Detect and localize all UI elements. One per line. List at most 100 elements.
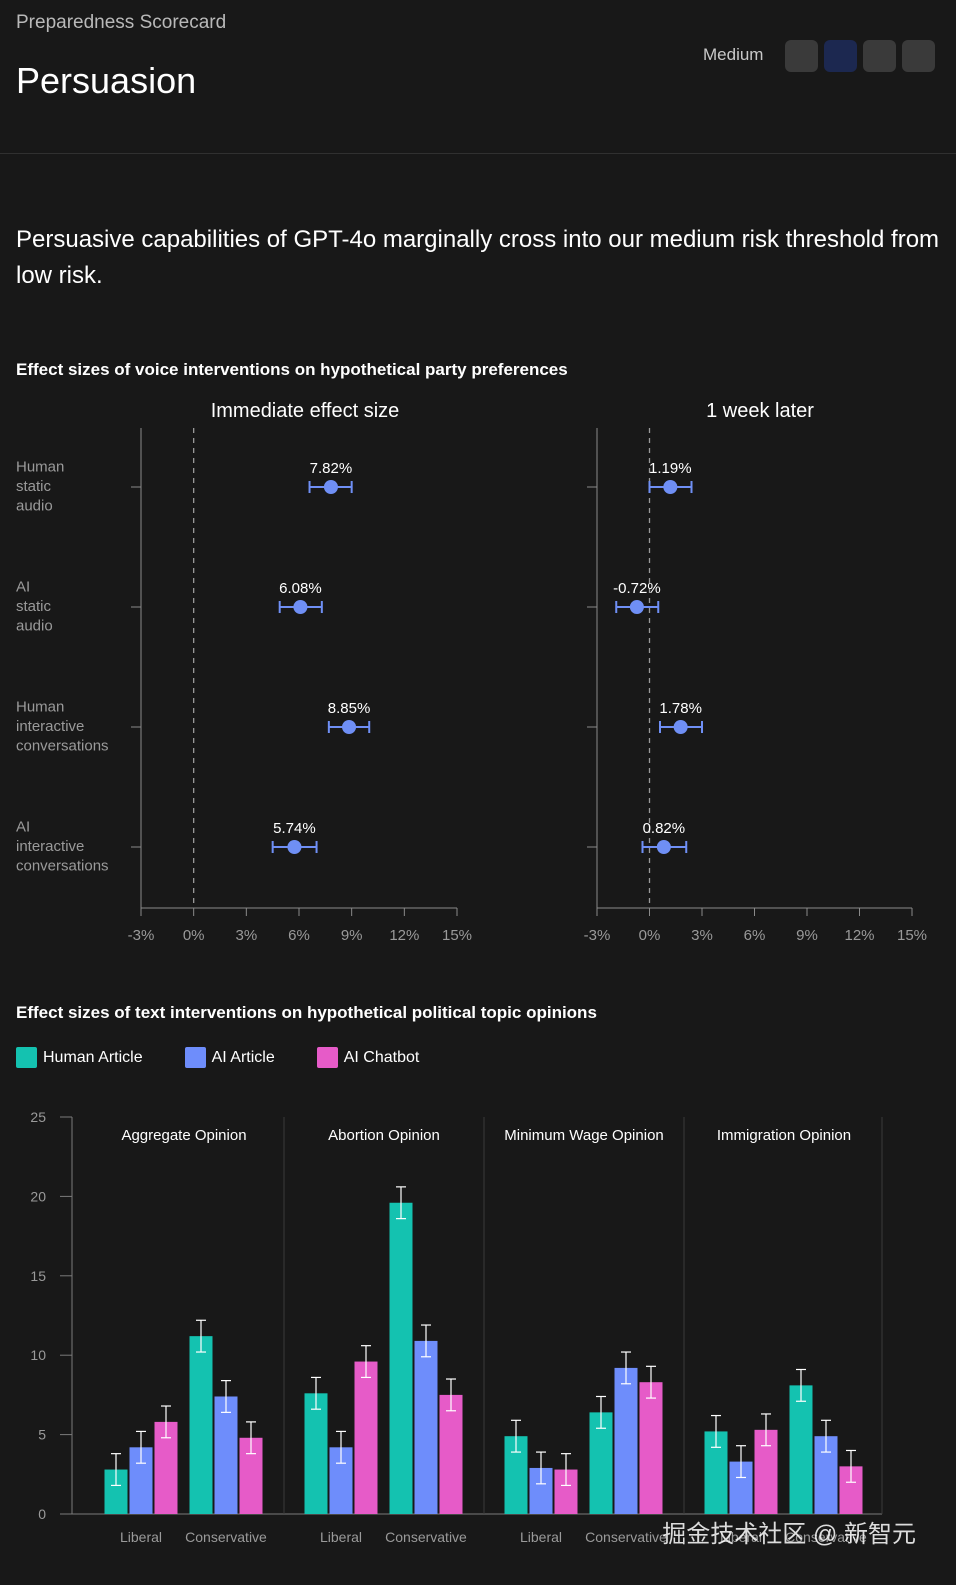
voice-chart-title: Effect sizes of voice interventions on h…	[16, 360, 568, 379]
panel-title: Abortion Opinion	[328, 1127, 440, 1144]
summary-text: Persuasive capabilities of GPT-4o margin…	[16, 226, 940, 289]
x-tick-label: 0%	[183, 927, 205, 944]
panel-title: Aggregate Opinion	[121, 1127, 246, 1144]
legend-label: AI Article	[211, 1048, 275, 1066]
group-label: Liberal	[320, 1529, 362, 1545]
data-label: 1.78%	[659, 700, 702, 717]
bar	[104, 1469, 128, 1514]
group-label: Conservative	[185, 1529, 267, 1545]
data-point	[342, 720, 357, 734]
panel-title: Immigration Opinion	[717, 1127, 851, 1144]
data-label: 7.82%	[310, 460, 353, 477]
y-tick-label: 5	[38, 1427, 46, 1443]
risk-scale-box	[824, 40, 857, 72]
x-tick-label: 15%	[897, 927, 927, 944]
legend-swatch	[16, 1047, 37, 1068]
data-label: 5.74%	[273, 820, 316, 837]
data-label: -0.72%	[613, 580, 661, 597]
risk-scale-box	[863, 40, 896, 72]
data-point	[293, 600, 308, 614]
x-tick-label: -3%	[128, 927, 155, 944]
x-tick-label: 6%	[288, 927, 310, 944]
x-tick-label: 12%	[389, 927, 419, 944]
legend-item-ai-article: AI Article	[184, 1047, 275, 1068]
y-tick-label: 10	[30, 1347, 46, 1363]
bar	[129, 1447, 153, 1514]
panel-title: Immediate effect size	[211, 400, 400, 422]
data-label: 1.19%	[649, 460, 692, 477]
watermark: 掘金技术社区 @ 新智元	[662, 1521, 916, 1548]
bar	[304, 1393, 328, 1514]
risk-scale-box	[902, 40, 935, 72]
group-label: Conservative	[585, 1529, 667, 1545]
data-label: 8.85%	[328, 700, 371, 717]
y-tick-label: 15	[30, 1268, 46, 1284]
group-label: Conservative	[785, 1529, 867, 1545]
bar	[329, 1447, 353, 1514]
x-tick-label: 15%	[442, 927, 472, 944]
category-label: Human static audio	[16, 459, 64, 515]
y-tick-label: 20	[30, 1188, 46, 1204]
category-label: AI interactive conversations	[16, 819, 109, 875]
bar	[789, 1385, 813, 1514]
bar	[414, 1340, 438, 1514]
y-tick-label: 25	[30, 1109, 46, 1125]
x-tick-label: -3%	[584, 927, 611, 944]
page-subtitle: Preparedness Scorecard	[16, 12, 227, 33]
bar	[439, 1394, 463, 1514]
text-bar-chart: 0 5 10 15 20 25 Aggregate Opinion Liberal Conser…	[30, 1109, 883, 1545]
bar	[639, 1382, 663, 1514]
x-tick-label: 9%	[341, 927, 363, 944]
x-tick-label: 0%	[639, 927, 661, 944]
x-tick-label: 9%	[796, 927, 818, 944]
category-label: Human interactive conversations	[16, 699, 109, 755]
legend-label: AI Chatbot	[343, 1048, 420, 1066]
group-label: Conservative	[385, 1529, 467, 1545]
group-label: Liberal	[120, 1529, 162, 1545]
page-title: Persuasion	[16, 60, 197, 101]
y-tick-label: 0	[38, 1506, 46, 1522]
bar	[839, 1466, 863, 1514]
bar	[529, 1467, 553, 1514]
bar	[729, 1461, 753, 1514]
x-tick-label: 6%	[744, 927, 766, 944]
panel-title: 1 week later	[706, 400, 814, 422]
risk-scale-box	[785, 40, 818, 72]
data-point	[663, 480, 678, 494]
header-divider	[0, 153, 956, 154]
legend-item-human-article: Human Article	[16, 1047, 143, 1068]
bar	[504, 1436, 528, 1514]
bar	[389, 1202, 413, 1514]
chart-legend: Human Article AI Article AI Chatbot	[16, 1047, 461, 1068]
data-point	[656, 840, 671, 854]
legend-item-ai-chatbot: AI Chatbot	[316, 1047, 420, 1068]
bar	[189, 1336, 213, 1514]
bar	[754, 1429, 778, 1514]
x-tick-label: 3%	[235, 927, 257, 944]
data-point	[287, 840, 302, 854]
bar	[589, 1412, 613, 1514]
bar	[614, 1367, 638, 1514]
bar	[214, 1396, 238, 1514]
bar	[554, 1469, 578, 1514]
voice-forest-plot: Human static audio AI static audio Human intera…	[16, 400, 927, 944]
group-label: Liberal	[520, 1529, 562, 1545]
data-label: 6.08%	[279, 580, 322, 597]
data-label: 0.82%	[643, 820, 686, 837]
text-chart-title: Effect sizes of text interventions on hy…	[16, 1003, 597, 1022]
data-point	[323, 480, 338, 494]
data-point	[629, 600, 644, 614]
panel-title: Minimum Wage Opinion	[504, 1127, 664, 1144]
risk-level-label: Medium	[703, 45, 764, 64]
legend-swatch	[316, 1047, 338, 1068]
bar	[814, 1436, 838, 1514]
legend-swatch	[184, 1047, 206, 1068]
group-label: Liberal	[720, 1529, 762, 1545]
x-tick-label: 12%	[844, 927, 874, 944]
x-tick-label: 3%	[691, 927, 713, 944]
category-label: AI static audio	[16, 579, 53, 635]
bar	[154, 1421, 178, 1514]
data-point	[673, 720, 688, 734]
bar	[354, 1361, 378, 1514]
bar	[704, 1431, 728, 1514]
